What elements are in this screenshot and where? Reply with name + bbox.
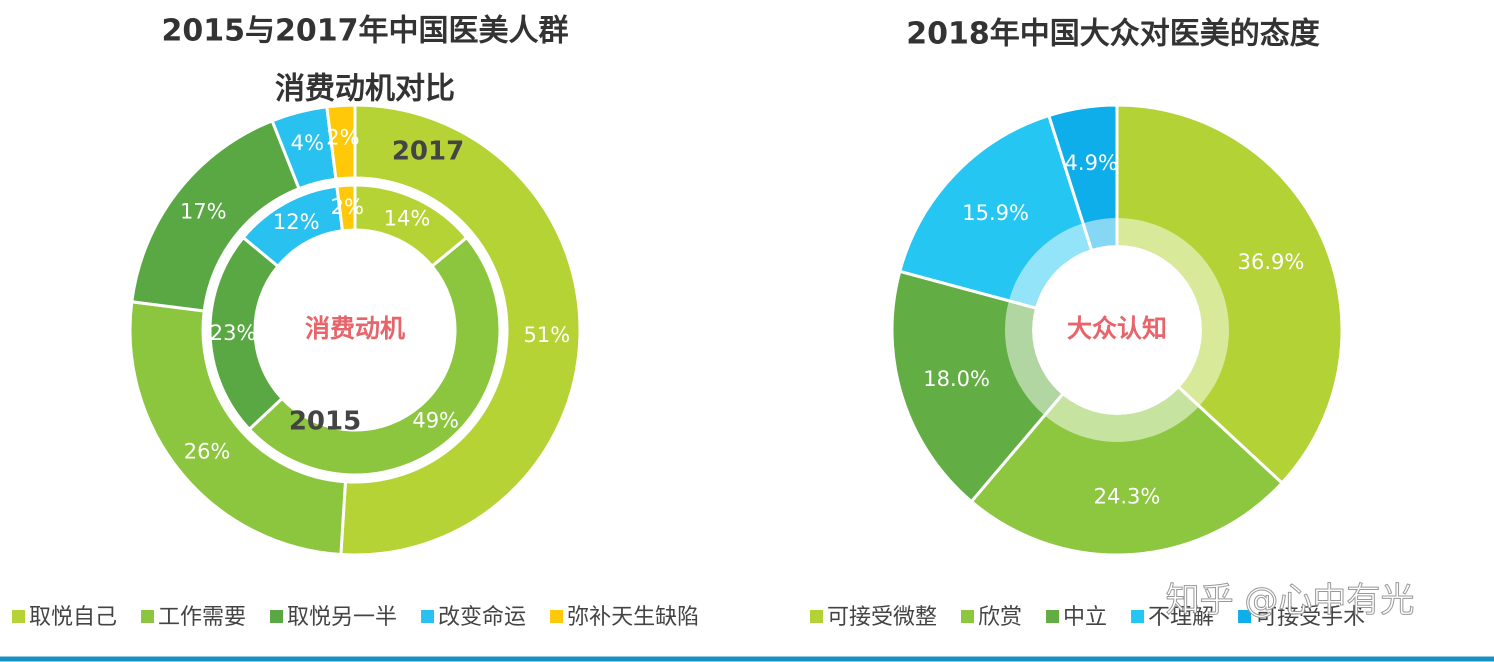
value-label: 23%	[210, 321, 257, 345]
legend-label: 改变命运	[438, 605, 526, 630]
donut-segment	[969, 327, 1285, 557]
value-label: 18.0%	[923, 367, 990, 391]
legend-label: 可接受微整	[827, 605, 937, 630]
legend-swatch	[421, 610, 435, 623]
legend-label: 工作需要	[158, 605, 246, 630]
value-label: 2%	[331, 195, 364, 219]
legend-swatch	[12, 610, 25, 623]
value-label: 14%	[384, 207, 431, 231]
value-label: 51%	[524, 323, 571, 347]
legend-swatch	[810, 610, 823, 623]
legend-swatch	[550, 610, 564, 623]
legend-label: 欣赏	[978, 605, 1022, 630]
legend-label: 不理解	[1148, 605, 1214, 630]
center-label: 消费动机	[305, 314, 405, 343]
watermark: 知乎 @心中有光	[1166, 581, 1415, 621]
legend-label: 可接受手术	[1255, 605, 1365, 630]
chart-title: 2018年中国大众对医美的态度	[906, 17, 1320, 52]
legend-swatch	[1131, 610, 1145, 623]
center-hole	[1032, 245, 1202, 415]
ring-label: 2017	[392, 137, 464, 167]
legend-swatch	[141, 610, 155, 623]
chart-title: 消费动机对比	[275, 72, 455, 107]
value-label: 36.9%	[1238, 250, 1305, 274]
value-label: 17%	[180, 199, 227, 223]
donut-segment	[128, 300, 348, 557]
chart-title: 2015与2017年中国医美人群	[162, 14, 569, 49]
center-hole	[283, 258, 427, 402]
donut-segment	[325, 103, 357, 181]
value-label: 2%	[326, 125, 359, 149]
donut-segment	[1115, 103, 1344, 486]
legend-swatch	[1046, 610, 1060, 623]
value-label: 4.9%	[1065, 151, 1118, 175]
legend-label: 中立	[1063, 605, 1107, 630]
legend-swatch	[270, 610, 284, 623]
value-label: 26%	[184, 439, 231, 463]
legend-swatch	[1238, 610, 1252, 623]
value-label: 12%	[273, 210, 320, 234]
ring-label: 2015	[289, 407, 361, 437]
legend-label: 弥补天生缺陷	[567, 605, 699, 630]
value-label: 4%	[291, 131, 324, 155]
value-label: 49%	[412, 409, 459, 433]
legend-label: 取悦另一半	[287, 605, 397, 630]
donut-segment	[339, 103, 582, 557]
value-label: 15.9%	[962, 201, 1029, 225]
legend-label: 取悦自己	[29, 605, 117, 630]
value-label: 24.3%	[1094, 485, 1161, 509]
legend-swatch	[961, 610, 975, 623]
center-label: 大众认知	[1067, 314, 1167, 343]
